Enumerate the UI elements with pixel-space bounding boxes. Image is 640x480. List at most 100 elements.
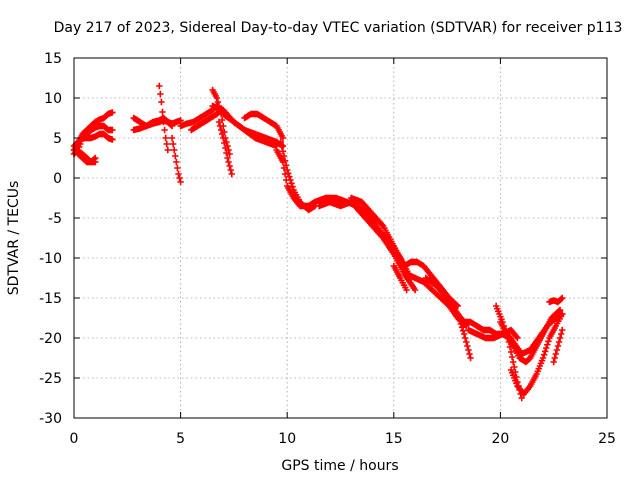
data-point [279, 148, 287, 155]
series-s32 [546, 294, 566, 306]
x-tick-label: 15 [385, 431, 403, 447]
data-point [159, 108, 166, 116]
data-point [557, 330, 565, 338]
series-s5 [75, 150, 99, 166]
series-s22 [390, 262, 410, 294]
data-point [279, 134, 287, 142]
data-point [559, 326, 566, 334]
data-point [559, 294, 566, 302]
data-point [554, 342, 562, 350]
data-point [156, 82, 163, 90]
data-point [164, 146, 172, 154]
data-point [162, 134, 169, 142]
y-axis-label: SDTVAR / TECUs [6, 181, 22, 296]
data-point [403, 286, 410, 294]
series-s26 [454, 310, 513, 342]
data-point [173, 158, 180, 166]
y-tick-label: 0 [53, 171, 62, 187]
data-point [220, 134, 227, 142]
data-point [168, 134, 176, 142]
series-s19 [311, 194, 415, 282]
x-tick-label: 5 [176, 431, 185, 447]
series-s8 [156, 82, 172, 154]
data-point [228, 170, 235, 178]
data-point [280, 152, 288, 160]
data-point [221, 139, 228, 147]
data-point [463, 338, 470, 346]
y-tick-label: 5 [53, 131, 62, 147]
data-point [411, 286, 419, 294]
data-point [277, 138, 285, 146]
data-point [226, 150, 233, 158]
plot-frame [73, 57, 608, 419]
data-point [225, 158, 232, 166]
data-point [217, 126, 225, 134]
x-tick-labels: 0 5 10 15 20 25 [70, 431, 616, 447]
data-point [214, 98, 222, 106]
x-tick-label: 10 [278, 431, 296, 447]
x-tick-label: 20 [491, 431, 509, 447]
data-point [550, 358, 557, 366]
data-point [169, 140, 177, 148]
data-point [467, 354, 474, 362]
data-point [458, 324, 466, 331]
data-point [559, 310, 566, 318]
series-s9 [168, 134, 184, 186]
data-point [158, 98, 165, 106]
data-point [288, 180, 295, 187]
data-point [514, 334, 521, 342]
data-point [163, 140, 170, 148]
series-s18 [277, 138, 319, 214]
data-point [282, 162, 290, 169]
data-point [174, 164, 181, 172]
data-point [281, 157, 289, 164]
data-point [289, 183, 296, 190]
data-point [161, 126, 168, 134]
data-point [509, 358, 517, 366]
y-tick-label: 15 [44, 51, 62, 67]
y-tick-label: -10 [39, 251, 62, 267]
data-point [544, 341, 551, 348]
data-point [454, 302, 461, 310]
series-s15 [220, 110, 280, 150]
y-tick-label: -15 [39, 291, 62, 307]
series-s31 [501, 310, 566, 358]
data-point [466, 350, 473, 358]
data-point [222, 144, 229, 152]
data-point [172, 152, 179, 160]
data-point [278, 143, 286, 150]
data-points [70, 82, 566, 402]
data-point [227, 166, 234, 174]
data-point [552, 350, 560, 358]
data-point [177, 117, 184, 124]
data-point [557, 295, 565, 303]
series-s4 [70, 130, 116, 154]
data-point [175, 170, 182, 178]
data-point [460, 330, 468, 338]
data-point [545, 338, 552, 345]
data-point [224, 154, 231, 162]
data-point [518, 394, 525, 402]
series-s33 [550, 326, 566, 366]
data-point [287, 176, 294, 184]
data-point [539, 354, 547, 362]
data-point [556, 306, 564, 314]
data-point [168, 122, 176, 130]
data-point [464, 342, 471, 350]
data-point [226, 162, 233, 170]
y-tick-label: -30 [39, 411, 62, 427]
data-point [218, 130, 226, 138]
data-point [540, 351, 548, 358]
data-point [551, 354, 558, 362]
data-point [543, 344, 550, 352]
data-point [92, 154, 99, 162]
data-point [286, 173, 293, 180]
data-point [223, 149, 230, 157]
x-tick-label: 25 [598, 431, 616, 447]
data-point [91, 155, 98, 163]
y-tick-label: -25 [39, 371, 62, 387]
data-point [177, 178, 184, 186]
y-tick-label: -20 [39, 331, 62, 347]
series-s7 [130, 117, 176, 134]
data-point [171, 146, 178, 154]
